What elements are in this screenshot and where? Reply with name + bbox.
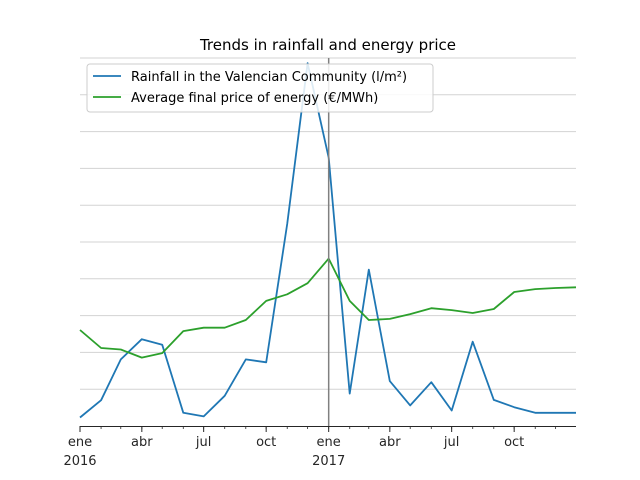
chart-title: Trends in rainfall and energy price	[199, 36, 456, 54]
legend-label-1: Rainfall in the Valencian Community (l/m…	[131, 70, 407, 85]
x-tick-label: oct	[256, 435, 276, 450]
legend-label-2: Average final price of energy (€/MWh)	[131, 91, 378, 106]
x-tick-label: oct	[504, 435, 524, 450]
x-axis-ticks: ene 2016 abr jul oct ene 2017 abr jul oct	[63, 426, 557, 469]
x-tick-label: jul	[195, 435, 211, 450]
x-tick-label: abr	[131, 435, 153, 450]
legend: Rainfall in the Valencian Community (l/m…	[86, 63, 434, 113]
x-tick-year-label: 2017	[312, 454, 345, 469]
x-tick-label: ene	[68, 435, 92, 450]
x-tick-label: ene	[317, 435, 341, 450]
x-tick-label: jul	[443, 435, 459, 450]
x-tick-label: abr	[379, 435, 401, 450]
legend-box	[86, 63, 434, 113]
x-tick-year-label: 2016	[63, 454, 96, 469]
